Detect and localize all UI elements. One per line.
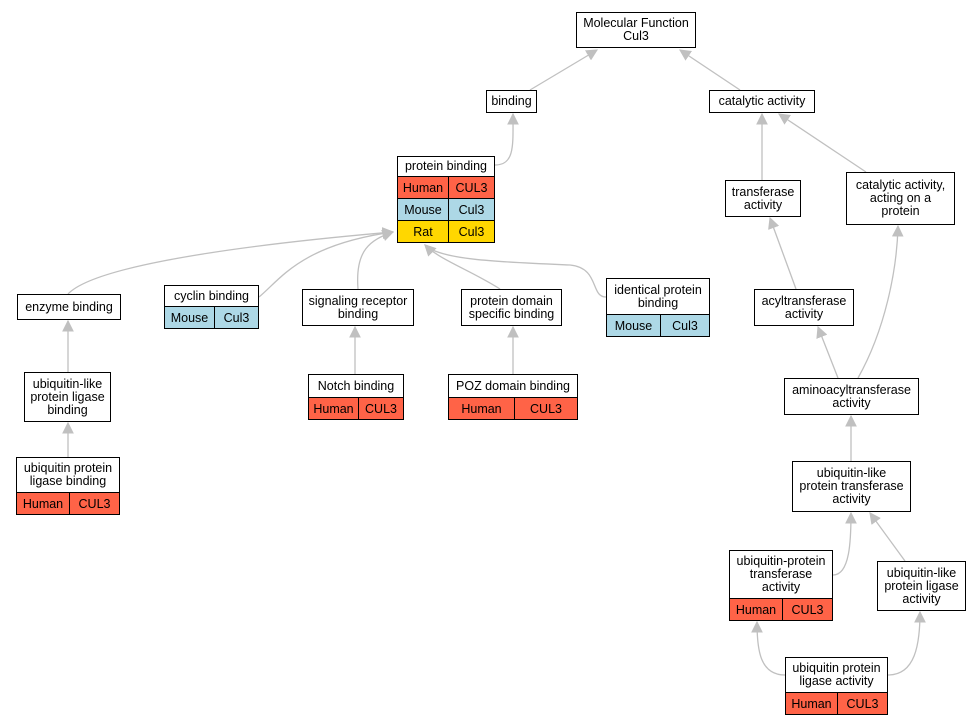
go-term-label: ubiquitin protein ligase binding (23, 461, 113, 488)
edge-acyl-to-transferase (768, 216, 797, 290)
edge-ub_transferase-to-ubl_transferase (832, 511, 857, 576)
species-cell: Human (402, 180, 444, 195)
go-term-label: identical protein binding (614, 282, 702, 310)
go-term-label: cyclin binding (173, 288, 250, 303)
gene-cell: CUL3 (69, 493, 119, 514)
go-term-node-ubl-lig-binding[interactable]: ubiquitin-like protein ligase binding (24, 372, 111, 422)
edge-enzyme-to-protein_binding (67, 227, 395, 295)
go-term-label: catalytic activity, acting on a protein (855, 178, 946, 218)
gene-cell: CUL3 (358, 398, 403, 419)
species-cell: Mouse (170, 310, 209, 325)
edge-cat_protein-to-catalytic (778, 113, 867, 173)
species-cell: Rat (413, 224, 433, 239)
gene-cell: Cul3 (448, 221, 494, 242)
species-cell: Human (22, 496, 64, 511)
go-term-node-signaling[interactable]: signaling receptor binding (302, 289, 414, 326)
gene-cell: CUL3 (448, 177, 494, 198)
go-term-label: POZ domain binding (456, 378, 570, 393)
go-term-label: ubiquitin-like protein ligase activity (884, 565, 959, 606)
gene-cell: CUL3 (514, 398, 577, 419)
go-term-node-identical[interactable]: identical protein binding Mouse Cul3 (606, 278, 710, 337)
go-term-label: ubiquitin-like protein transferase activ… (799, 466, 904, 506)
species-cell: Human (313, 401, 354, 416)
annotation-row-rat[interactable]: Rat Cul3 (398, 220, 494, 242)
go-term-label: ubiquitin protein ligase activity (792, 661, 881, 688)
go-term-label: Molecular Function Cul3 (583, 16, 689, 43)
annotation-row-mouse[interactable]: Mouse Cul3 (165, 306, 258, 328)
go-term-node-enzyme[interactable]: enzyme binding (17, 294, 121, 320)
annotation-row-human[interactable]: Human CUL3 (309, 397, 403, 419)
go-term-node-ub-transferase[interactable]: ubiquitin-protein transferase activity Hu… (729, 550, 833, 621)
edge-protein_binding-to-binding (494, 112, 519, 166)
edge-catalytic-to-mf (679, 49, 741, 91)
go-term-label: ubiquitin-protein transferase activity (736, 554, 826, 594)
annotation-row-mouse[interactable]: Mouse Cul3 (398, 198, 494, 220)
go-term-label: ubiquitin-like protein ligase binding (30, 376, 105, 417)
go-term-label: protein domain specific binding (468, 293, 555, 321)
go-term-label: signaling receptor binding (308, 293, 408, 321)
species-cell: Mouse (614, 318, 653, 333)
go-term-node-poz[interactable]: POZ domain binding Human CUL3 (448, 374, 578, 420)
edge-identical-to-protein_binding (424, 244, 607, 298)
go-term-label: enzyme binding (25, 299, 113, 314)
go-term-node-acyl[interactable]: acyltransferase activity (754, 289, 854, 326)
annotation-row-human[interactable]: Human CUL3 (786, 692, 887, 714)
go-term-node-ubl-transferase[interactable]: ubiquitin-like protein transferase activ… (792, 461, 911, 512)
annotation-row-human[interactable]: Human CUL3 (17, 492, 119, 514)
species-cell: Mouse (404, 202, 442, 217)
gene-cell: Cul3 (448, 199, 494, 220)
go-term-node-cat-protein[interactable]: catalytic activity, acting on a protein (846, 172, 955, 225)
go-term-label: catalytic activity (718, 94, 806, 108)
edge-cyclin-to-protein_binding (258, 227, 395, 298)
edge-ubl_ligase-to-ubl_transferase (869, 512, 906, 562)
go-term-label: protein binding (404, 159, 487, 173)
go-term-node-protein-binding[interactable]: protein binding Human CUL3 Mouse Cul3 Rat Cul3 (397, 156, 495, 243)
species-cell: Human (735, 602, 777, 617)
go-term-node-ub-ligase[interactable]: ubiquitin protein ligase activity Human CU… (785, 657, 888, 715)
go-term-label: acyltransferase activity (761, 293, 847, 321)
species-cell: Human (461, 401, 502, 416)
go-term-node-aminoacyl[interactable]: aminoacyltransferase activity (784, 378, 919, 415)
go-term-label: Notch binding (317, 378, 395, 393)
edge-ub_ligase-to-ubl_ligase (887, 610, 926, 676)
species-cell: Human (791, 696, 832, 711)
go-term-label: aminoacyltransferase activity (792, 382, 911, 410)
gene-cell: CUL3 (837, 693, 887, 714)
gene-cell: Cul3 (214, 307, 258, 328)
annotation-row-human[interactable]: Human CUL3 (730, 598, 832, 620)
annotation-row-human[interactable]: Human CUL3 (398, 176, 494, 198)
go-term-node-transferase[interactable]: transferase activity (725, 180, 801, 217)
go-term-node-cyclin[interactable]: cyclin binding Mouse Cul3 (164, 285, 259, 329)
go-term-node-ubl-ligase[interactable]: ubiquitin-like protein ligase activity (877, 561, 966, 611)
edge-binding-to-mf (529, 49, 599, 91)
annotation-row-mouse[interactable]: Mouse Cul3 (607, 314, 709, 336)
go-term-label: binding (491, 94, 532, 108)
gene-cell: Cul3 (660, 315, 709, 336)
annotation-row-human[interactable]: Human CUL3 (449, 397, 577, 419)
go-term-node-notch[interactable]: Notch binding Human CUL3 (308, 374, 404, 420)
go-term-node-catalytic[interactable]: catalytic activity (709, 90, 815, 113)
go-term-label: transferase activity (731, 184, 795, 212)
edge-aminoacyl-to-cat_protein (857, 224, 904, 379)
gene-cell: CUL3 (782, 599, 832, 620)
go-term-node-ub-lig-binding[interactable]: ubiquitin protein ligase binding Human CUL… (16, 457, 120, 515)
go-term-node-binding[interactable]: binding (486, 90, 537, 113)
edge-ub_ligase-to-ub_transferase (751, 620, 786, 676)
go-term-node-domain[interactable]: protein domain specific binding (461, 289, 562, 326)
edge-aminoacyl-to-acyl (816, 325, 839, 379)
edge-signaling-to-protein_binding (356, 229, 395, 290)
go-term-node-mf[interactable]: Molecular Function Cul3 (576, 12, 696, 48)
